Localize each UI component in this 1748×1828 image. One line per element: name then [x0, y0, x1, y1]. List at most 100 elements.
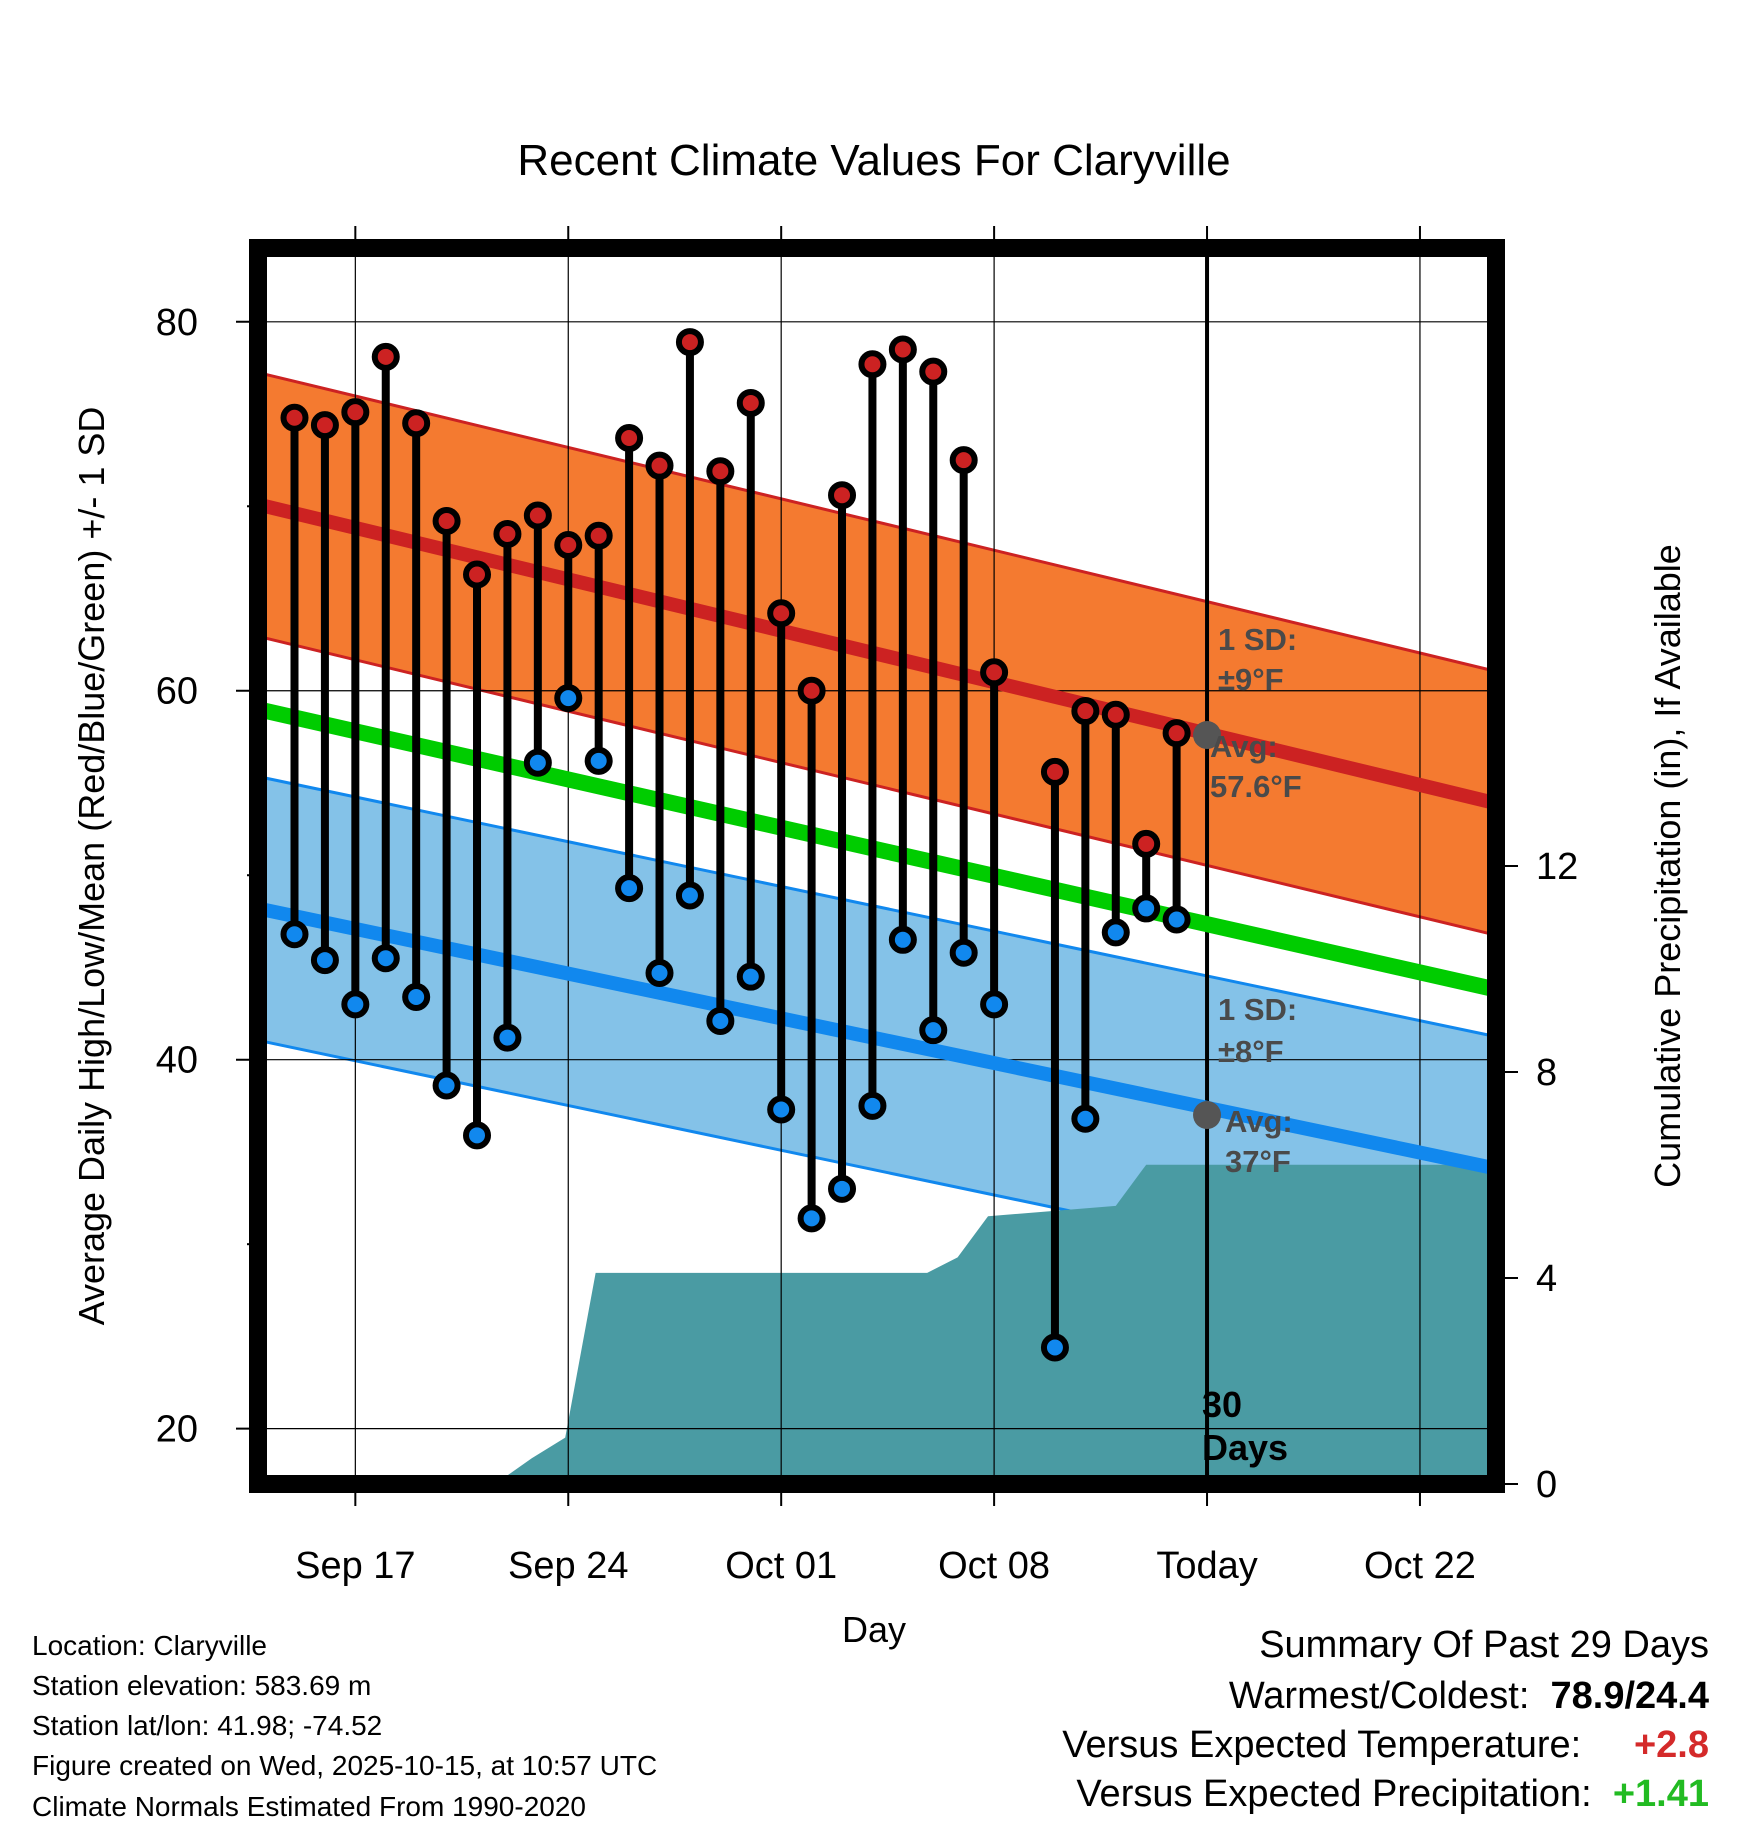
precip-area — [495, 1164, 1496, 1484]
high-dot — [858, 350, 887, 379]
high-dot — [736, 388, 765, 417]
low-dot — [523, 748, 552, 777]
high-dot — [706, 457, 735, 486]
low-dot — [1132, 894, 1161, 923]
y-tick-label-right: 4 — [1536, 1258, 1557, 1300]
warm-cold-label: Warmest/Coldest: — [1228, 1675, 1530, 1717]
summary-title: Summary Of Past 29 Days — [1259, 1624, 1709, 1666]
low-dot — [858, 1091, 887, 1120]
daily-dots — [280, 328, 1191, 1362]
high-dot — [949, 446, 978, 475]
x-axis-label: Day — [842, 1609, 906, 1650]
high-dot — [615, 424, 644, 453]
high-dot — [828, 481, 857, 510]
high-dot — [1040, 757, 1069, 786]
mean-normal-line — [256, 701, 1498, 998]
high-dot — [402, 409, 431, 438]
info-normals: Climate Normals Estimated From 1990-2020 — [32, 1791, 586, 1822]
high-dot — [767, 599, 796, 628]
low-dot — [310, 946, 339, 975]
low-avg-label: Avg: — [1225, 1104, 1293, 1139]
high-sd-band-lower-edge — [257, 634, 1497, 937]
high-dot — [280, 403, 309, 432]
info-location: Location: Claryville — [32, 1630, 267, 1661]
low-dot — [1040, 1333, 1069, 1362]
low-dot — [675, 881, 704, 910]
info-latlon: Station lat/lon: 41.98; -74.52 — [32, 1710, 383, 1741]
low-dot — [706, 1006, 735, 1035]
low-dot — [919, 1016, 948, 1045]
high-dot — [310, 411, 339, 440]
high-sd-label: 1 SD: — [1218, 622, 1297, 657]
x-tick-label: Oct 22 — [1364, 1545, 1476, 1587]
y-tick-label-left: 60 — [156, 671, 198, 713]
high-normal-line — [256, 497, 1498, 811]
low-dot — [1101, 918, 1130, 947]
high-dot — [888, 335, 917, 364]
high-dot — [493, 519, 522, 548]
high-dot — [675, 328, 704, 357]
low-dot — [463, 1121, 492, 1150]
chart-title: Recent Climate Values For Claryville — [517, 136, 1230, 185]
low-dot — [341, 990, 370, 1019]
temp-label: Versus Expected Temperature: — [1062, 1724, 1582, 1766]
summary-precip: Versus Expected Precipitation: +1.41 — [1076, 1775, 1709, 1813]
daily-stems — [290, 342, 1181, 1348]
y-axis-label-right: Cumulative Precipitation (in), If Availa… — [1647, 544, 1688, 1188]
info-created: Figure created on Wed, 2025-10-15, at 10… — [32, 1750, 658, 1781]
high-sd-band-upper-edge — [257, 371, 1497, 673]
high-dot — [980, 658, 1009, 687]
low-sd-value: ±8°F — [1218, 1034, 1284, 1069]
y-tick-label-right: 0 — [1536, 1464, 1557, 1506]
precip-label: Versus Expected Precipitation: — [1076, 1773, 1592, 1815]
low-avg-value: 37°F — [1225, 1144, 1291, 1179]
low-dot — [584, 746, 613, 775]
low-dot — [371, 944, 400, 973]
days-count: 30 — [1202, 1384, 1242, 1425]
summary-warm-cold: Warmest/Coldest: 78.9/24.4 — [1229, 1677, 1709, 1715]
low-dot — [736, 962, 765, 991]
x-tick-label: Today — [1156, 1545, 1257, 1587]
temp-value: +2.8 — [1633, 1724, 1709, 1766]
low-dot — [888, 925, 917, 954]
low-dot — [1162, 905, 1191, 934]
today-low-avg-marker — [1193, 1101, 1222, 1130]
high-dot — [463, 560, 492, 589]
high-avg-value: 57.6°F — [1210, 769, 1302, 804]
low-dot — [980, 990, 1009, 1019]
annotations: 1 SD: ±9°F Avg: 57.6°F 1 SD: ±8°F Avg: 3… — [1193, 622, 1302, 1468]
y-tick-label-left: 40 — [156, 1040, 198, 1082]
today-high-avg-marker — [1193, 721, 1222, 750]
x-tick-label: Sep 17 — [295, 1545, 415, 1587]
low-dot — [402, 982, 431, 1011]
low-sd-band-upper-edge — [257, 775, 1497, 1039]
warm-cold-value: 78.9/24.4 — [1550, 1675, 1709, 1717]
low-dot — [280, 920, 309, 949]
high-dot — [584, 521, 613, 550]
high-dot — [797, 676, 826, 705]
grid-lines — [258, 248, 1496, 1484]
high-dot — [1132, 829, 1161, 858]
high-dot — [645, 451, 674, 480]
low-dot — [797, 1204, 826, 1233]
info-elevation: Station elevation: 583.69 m — [32, 1670, 372, 1701]
low-dot — [432, 1071, 461, 1100]
high-dot — [1101, 700, 1130, 729]
summary-temp: Versus Expected Temperature: +2.8 — [1062, 1726, 1709, 1764]
high-dot — [432, 507, 461, 536]
x-tick-label: Sep 24 — [508, 1545, 628, 1587]
high-dot — [919, 357, 948, 386]
high-dot — [341, 398, 370, 427]
low-dot — [615, 874, 644, 903]
x-tick-label: Oct 01 — [725, 1545, 837, 1587]
high-dot — [1071, 697, 1100, 726]
low-dot — [1071, 1104, 1100, 1133]
high-dot — [371, 342, 400, 371]
low-dot — [949, 938, 978, 967]
high-dot — [523, 501, 552, 530]
axes: Sep 17 Sep 24 Oct 01 Oct 08 Today Oct 2220406… — [156, 226, 1578, 1587]
low-sd-label: 1 SD: — [1218, 992, 1297, 1027]
high-sd-value: ±9°F — [1218, 662, 1284, 697]
precip-value: +1.41 — [1612, 1773, 1709, 1815]
